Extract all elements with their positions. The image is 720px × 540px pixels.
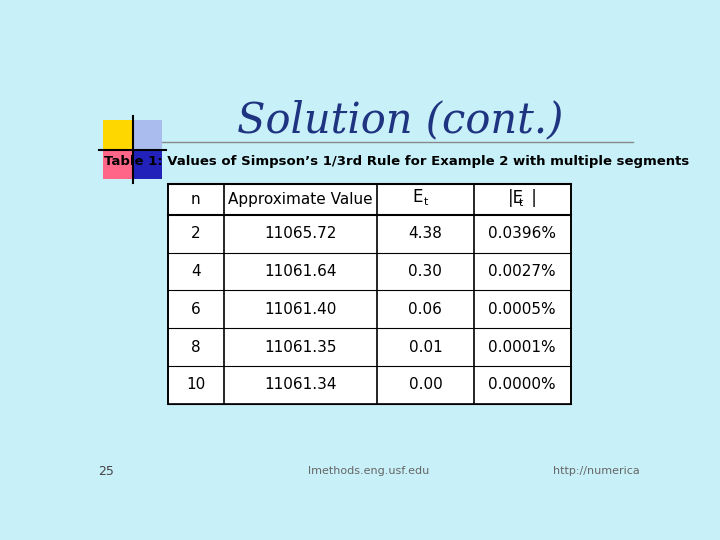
Text: 0.01: 0.01 (408, 340, 442, 354)
Text: 0.0000%: 0.0000% (488, 377, 556, 392)
Bar (168, 184, 570, 403)
Text: t: t (519, 198, 523, 207)
Text: 25: 25 (98, 465, 114, 478)
Text: 0.30: 0.30 (408, 264, 442, 279)
Bar (103, 120, 132, 150)
Bar (103, 150, 132, 179)
Text: t: t (424, 197, 428, 207)
Text: 11061.35: 11061.35 (264, 340, 337, 354)
Text: 11061.64: 11061.64 (264, 264, 337, 279)
Text: 2: 2 (191, 226, 201, 241)
Text: 8: 8 (191, 340, 201, 354)
Text: 0.0027%: 0.0027% (488, 264, 556, 279)
Text: http://numerica: http://numerica (554, 467, 640, 476)
Text: 0.06: 0.06 (408, 302, 442, 317)
Text: 0.0396%: 0.0396% (488, 226, 556, 241)
Text: lmethods.eng.usf.edu: lmethods.eng.usf.edu (308, 467, 430, 476)
Bar (132, 150, 162, 179)
Text: 11065.72: 11065.72 (264, 226, 337, 241)
Text: E: E (412, 188, 423, 206)
Text: Approximate Value: Approximate Value (228, 192, 373, 207)
Text: n: n (191, 192, 201, 207)
Bar (132, 120, 162, 150)
Text: 0.00: 0.00 (408, 377, 442, 392)
Text: 6: 6 (191, 302, 201, 317)
Text: 0.0001%: 0.0001% (488, 340, 556, 354)
Text: Table 1: Values of Simpson’s 1/3rd Rule for Example 2 with multiple segments: Table 1: Values of Simpson’s 1/3rd Rule … (104, 154, 689, 167)
Text: 11061.40: 11061.40 (264, 302, 337, 317)
Text: 11061.34: 11061.34 (264, 377, 337, 392)
Text: 0.0005%: 0.0005% (488, 302, 556, 317)
Text: 10: 10 (186, 377, 205, 392)
Text: |Ε: |Ε (508, 189, 524, 207)
Text: Solution (cont.): Solution (cont.) (237, 99, 563, 141)
Text: 4.38: 4.38 (408, 226, 442, 241)
Text: |: | (526, 189, 537, 207)
Text: 4: 4 (191, 264, 201, 279)
